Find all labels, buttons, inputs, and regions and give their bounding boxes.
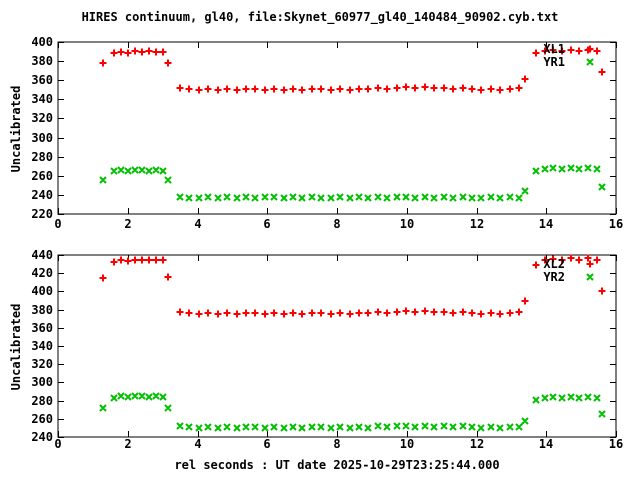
legend-label-yr1: YR1 — [543, 55, 565, 69]
x-tick-label: 2 — [124, 437, 131, 451]
chart-title: HIRES continuum, gl40, file:Skynet_60977… — [81, 10, 559, 24]
plot-frame — [57, 254, 617, 438]
y-tick-label: 280 — [31, 394, 53, 408]
y-tick-label: 380 — [31, 54, 53, 68]
y-tick-label: 260 — [31, 169, 53, 183]
x-tick-label: 14 — [539, 437, 553, 451]
x-tick-label: 6 — [263, 437, 270, 451]
x-tick-label: 8 — [333, 437, 340, 451]
x-tick-label: 10 — [400, 217, 414, 231]
y-tick-label: 240 — [31, 430, 53, 444]
x-tick-label: 4 — [194, 217, 201, 231]
y-tick-label: 420 — [31, 266, 53, 280]
y-tick-label: 400 — [31, 35, 53, 49]
x-tick-label: 16 — [609, 437, 623, 451]
plot-frame — [57, 41, 617, 215]
y-tick-label: 320 — [31, 111, 53, 125]
series-xl2-points — [99, 254, 606, 318]
x-tick-label: 8 — [333, 217, 340, 231]
y-tick-label: 240 — [31, 188, 53, 202]
y-tick-label: 400 — [31, 284, 53, 298]
legend-label-yr2: YR2 — [543, 270, 565, 284]
y-tick-label: 220 — [31, 207, 53, 221]
x-tick-label: 14 — [539, 217, 553, 231]
x-tick-label: 16 — [609, 217, 623, 231]
y-tick-label: 440 — [31, 248, 53, 262]
x-tick-label: 6 — [263, 217, 270, 231]
x-tick-label: 2 — [124, 217, 131, 231]
x-tick-label: 12 — [470, 217, 484, 231]
y-tick-label: 360 — [31, 321, 53, 335]
y-tick-label: 320 — [31, 357, 53, 371]
x-tick-label: 12 — [470, 437, 484, 451]
y-tick-label: 260 — [31, 412, 53, 426]
axis-ticks — [58, 42, 617, 215]
y-tick-label: 300 — [31, 131, 53, 145]
series-xl1-points — [99, 45, 606, 94]
series-yr2-points — [99, 273, 606, 432]
y-tick-label: 340 — [31, 339, 53, 353]
x-tick-label: 10 — [400, 437, 414, 451]
x-tick-label: 4 — [194, 437, 201, 451]
x-tick-label: 0 — [54, 437, 61, 451]
series-yr1-points — [99, 58, 606, 202]
y-tick-label: 300 — [31, 375, 53, 389]
y-tick-label: 360 — [31, 73, 53, 87]
y-tick-label: 280 — [31, 150, 53, 164]
legend-label-xl1: XL1 — [543, 42, 565, 56]
y-tick-label: 380 — [31, 303, 53, 317]
axis-ticks — [58, 255, 617, 438]
x-tick-label: 0 — [54, 217, 61, 231]
x-axis-label: rel seconds : UT date 2025-10-29T23:25:4… — [174, 458, 500, 472]
legend-label-xl2: XL2 — [543, 257, 565, 271]
y-tick-label: 340 — [31, 92, 53, 106]
